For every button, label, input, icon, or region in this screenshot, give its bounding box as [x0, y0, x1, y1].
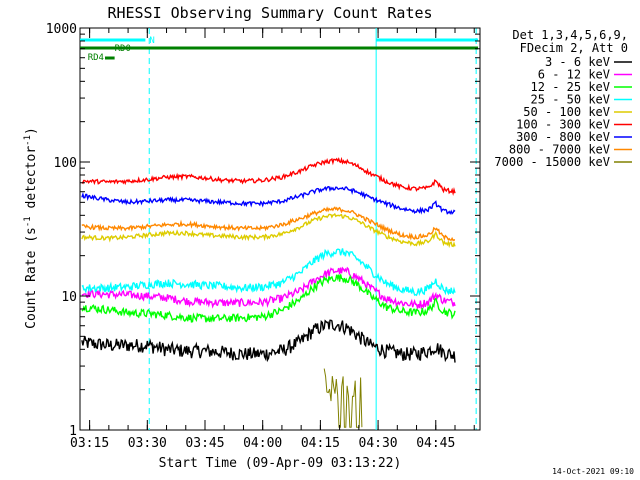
legend-label-5: 50 - 100 keV [523, 105, 610, 119]
y-tick-label: 1 [69, 424, 77, 439]
marker-lines [148, 28, 477, 430]
y-tick-label: 100 [54, 156, 77, 171]
x-tick-label: 03:45 [185, 436, 224, 451]
series-line-7 [81, 185, 456, 215]
chart-title: RHESSI Observing Summary Count Rates [107, 4, 432, 22]
y-axis-label: Count Rate (s-1 detector-1) [23, 127, 39, 329]
y-axis-label-main: Count Rate (s [24, 227, 39, 329]
x-tick-label: 04:45 [416, 436, 455, 451]
series-line-8 [81, 206, 456, 242]
legend-label-4: 25 - 50 keV [531, 93, 610, 107]
flag-bars: N RD0 RD4 [80, 36, 479, 63]
series-lines [81, 156, 456, 428]
series-line-3 [81, 274, 456, 323]
x-tick-label: 04:00 [243, 436, 282, 451]
legend-label-8: 800 - 7000 keV [509, 143, 610, 157]
series-line-2 [81, 266, 456, 311]
legend-header-line-2: FDecim 2, Att 0 [520, 41, 628, 55]
series-line-4 [81, 248, 456, 297]
flag-label-n: N [149, 36, 154, 46]
y-axis-label-sup2: -1 [23, 135, 33, 146]
legend-label-1: 3 - 6 keV [545, 55, 610, 69]
y-axis-label-end: ) [24, 127, 39, 135]
y-axis-label-mid: detector [24, 146, 39, 217]
series-line-6 [81, 156, 456, 197]
x-tick-label: 03:30 [128, 436, 167, 451]
legend-label-3: 12 - 25 keV [531, 80, 610, 94]
axis-frame [79, 27, 481, 431]
x-tick-label: 03:15 [70, 436, 109, 451]
series-line-5 [81, 212, 456, 249]
y-tick-label: 10 [61, 290, 77, 305]
y-axis-label-sup1: -1 [23, 216, 33, 227]
x-axis-label: Start Time (09-Apr-09 03:13:22) [159, 456, 402, 471]
y-tick-label: 1000 [46, 22, 77, 37]
legend-label-2: 6 - 12 keV [538, 68, 610, 82]
flag-label-rd4: RD4 [88, 53, 104, 63]
flag-label-rd0: RD0 [115, 44, 131, 54]
series-line-1 [81, 319, 456, 363]
legend-header-line-1: Det 1,3,4,5,6,9, [512, 28, 628, 42]
axis-ticks: 1 10 100 1000 03:15 03:30 03:45 04:00 04:15 04:30… [46, 22, 480, 451]
x-tick-label: 04:30 [359, 436, 398, 451]
legend-label-7: 300 - 800 keV [516, 130, 610, 144]
series-line-9 [323, 368, 363, 428]
x-tick-label: 04:15 [301, 436, 340, 451]
legend-label-9: 7000 - 15000 keV [494, 155, 610, 169]
legend-label-6: 100 - 300 keV [516, 118, 610, 132]
plot-frame [79, 27, 481, 431]
timestamp: 14-Oct-2021 09:10 [552, 467, 634, 476]
